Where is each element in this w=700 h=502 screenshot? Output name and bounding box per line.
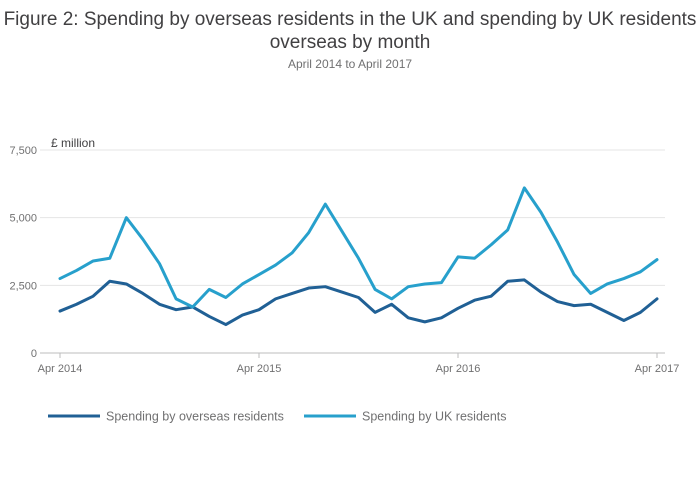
gridlines [40, 149, 665, 286]
legend-label-2: Spending by UK residents [362, 410, 507, 424]
y-tick-label: 5,000 [9, 213, 37, 225]
legend: Spending by overseas residents Spending b… [48, 410, 507, 424]
x-tick-label: Apr 2014 [38, 363, 83, 375]
series-line-2 [58, 186, 659, 309]
chart-subtitle: April 2014 to April 2017 [287, 57, 413, 71]
x-tick-label: Apr 2016 [436, 363, 481, 375]
x-tick-label: Apr 2015 [237, 363, 282, 375]
legend-label-1: Spending by overseas residents [106, 410, 284, 424]
axes: 0 2,500 5,000 7,500 Apr 2014 Apr 2015 Apr 2016… [9, 145, 679, 375]
series-lines [58, 186, 659, 327]
chart-title: Figure 2: Spending by overseas residents… [3, 9, 697, 53]
series-line-1 [58, 278, 659, 327]
y-axis-unit-label: £ million [51, 136, 95, 150]
x-tick-label: Apr 2017 [635, 363, 680, 375]
y-tick-label: 2,500 [9, 280, 37, 292]
y-tick-label: 7,500 [9, 145, 37, 157]
y-tick-label: 0 [31, 348, 37, 360]
